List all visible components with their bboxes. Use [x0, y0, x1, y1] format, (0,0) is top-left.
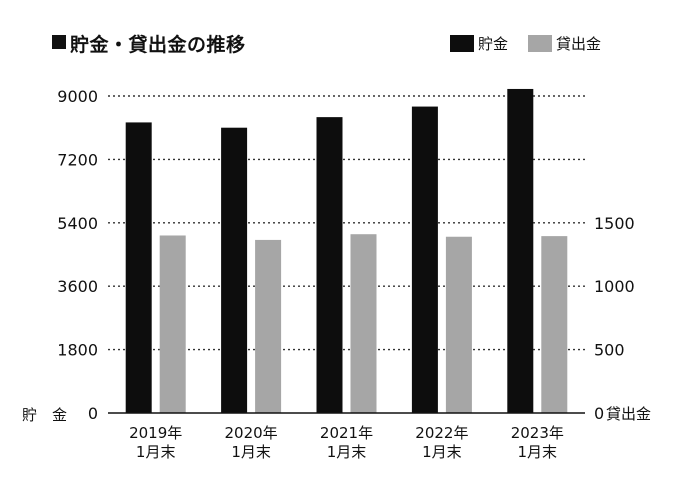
bar-loans — [541, 236, 568, 413]
y-axis-label-left: 貯 金 — [22, 406, 67, 424]
y-tick-label-left: 1800 — [57, 341, 98, 360]
legend-item-loans: 貸出金 — [528, 33, 601, 53]
x-tick-label-month: 1月末 — [136, 443, 176, 461]
x-tick-label-month: 1月末 — [422, 443, 462, 461]
y-tick-label-left: 3600 — [57, 277, 98, 296]
x-tick-label-year: 2019年 — [129, 424, 182, 442]
bar-loans — [159, 235, 186, 413]
x-tick-label-month: 1月末 — [518, 443, 558, 461]
x-tick-label-month: 1月末 — [231, 443, 271, 461]
bar-savings — [507, 88, 534, 413]
bar-savings — [221, 127, 248, 413]
x-tick-label-month: 1月末 — [327, 443, 367, 461]
y-tick-label-right: 1500 — [594, 214, 635, 233]
y-tick-label-left: 0 — [88, 404, 98, 423]
bar-savings — [316, 117, 343, 413]
title-marker — [52, 35, 66, 49]
bar-loans — [445, 236, 472, 413]
legend-item-savings: 貯金 — [450, 33, 508, 53]
x-tick-label-year: 2020年 — [225, 424, 278, 442]
y-axis-label-right: 貸出金 — [606, 405, 651, 423]
bar-loans — [255, 239, 282, 413]
y-tick-label-right: 0 — [594, 404, 604, 423]
legend-swatch-loans — [528, 34, 552, 52]
x-tick-label-year: 2021年 — [320, 424, 373, 442]
chart-title: 貯金・貸出金の推移 — [70, 34, 246, 56]
x-tick-label-year: 2023年 — [511, 424, 564, 442]
legend-label-savings: 貯金 — [478, 34, 509, 53]
bar-loans — [350, 234, 377, 413]
legend-swatch-savings — [450, 34, 474, 52]
bar-savings — [411, 106, 438, 414]
bar-savings — [125, 122, 152, 414]
y-tick-label-left: 5400 — [57, 214, 98, 233]
legend-label-loans: 貸出金 — [556, 34, 602, 53]
x-tick-label-year: 2022年 — [415, 424, 468, 442]
y-tick-label-right: 500 — [594, 341, 625, 360]
y-tick-label-left: 7200 — [57, 150, 98, 169]
y-tick-label-right: 1000 — [594, 277, 635, 296]
y-tick-label-left: 9000 — [57, 87, 98, 106]
